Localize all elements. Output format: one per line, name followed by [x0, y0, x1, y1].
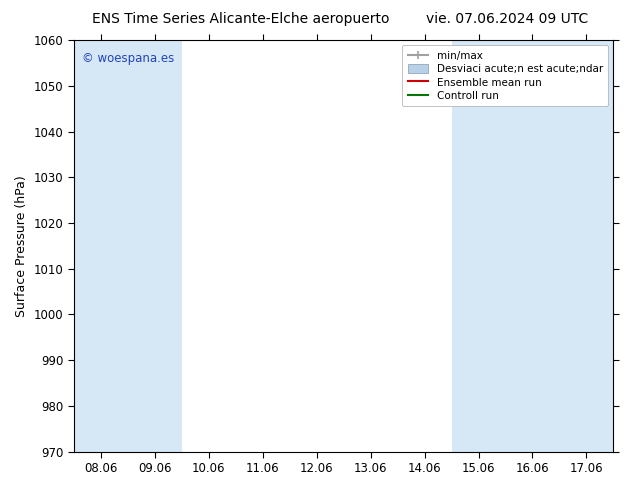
Text: vie. 07.06.2024 09 UTC: vie. 07.06.2024 09 UTC: [426, 12, 588, 26]
Bar: [559, 40, 614, 452]
Y-axis label: Surface Pressure (hPa): Surface Pressure (hPa): [15, 175, 28, 317]
Text: © woespana.es: © woespana.es: [82, 52, 174, 66]
Bar: [74, 40, 182, 452]
Bar: [451, 40, 559, 452]
Text: ENS Time Series Alicante-Elche aeropuerto: ENS Time Series Alicante-Elche aeropuert…: [92, 12, 390, 26]
Legend: min/max, Desviaci acute;n est acute;ndar, Ensemble mean run, Controll run: min/max, Desviaci acute;n est acute;ndar…: [403, 46, 608, 106]
